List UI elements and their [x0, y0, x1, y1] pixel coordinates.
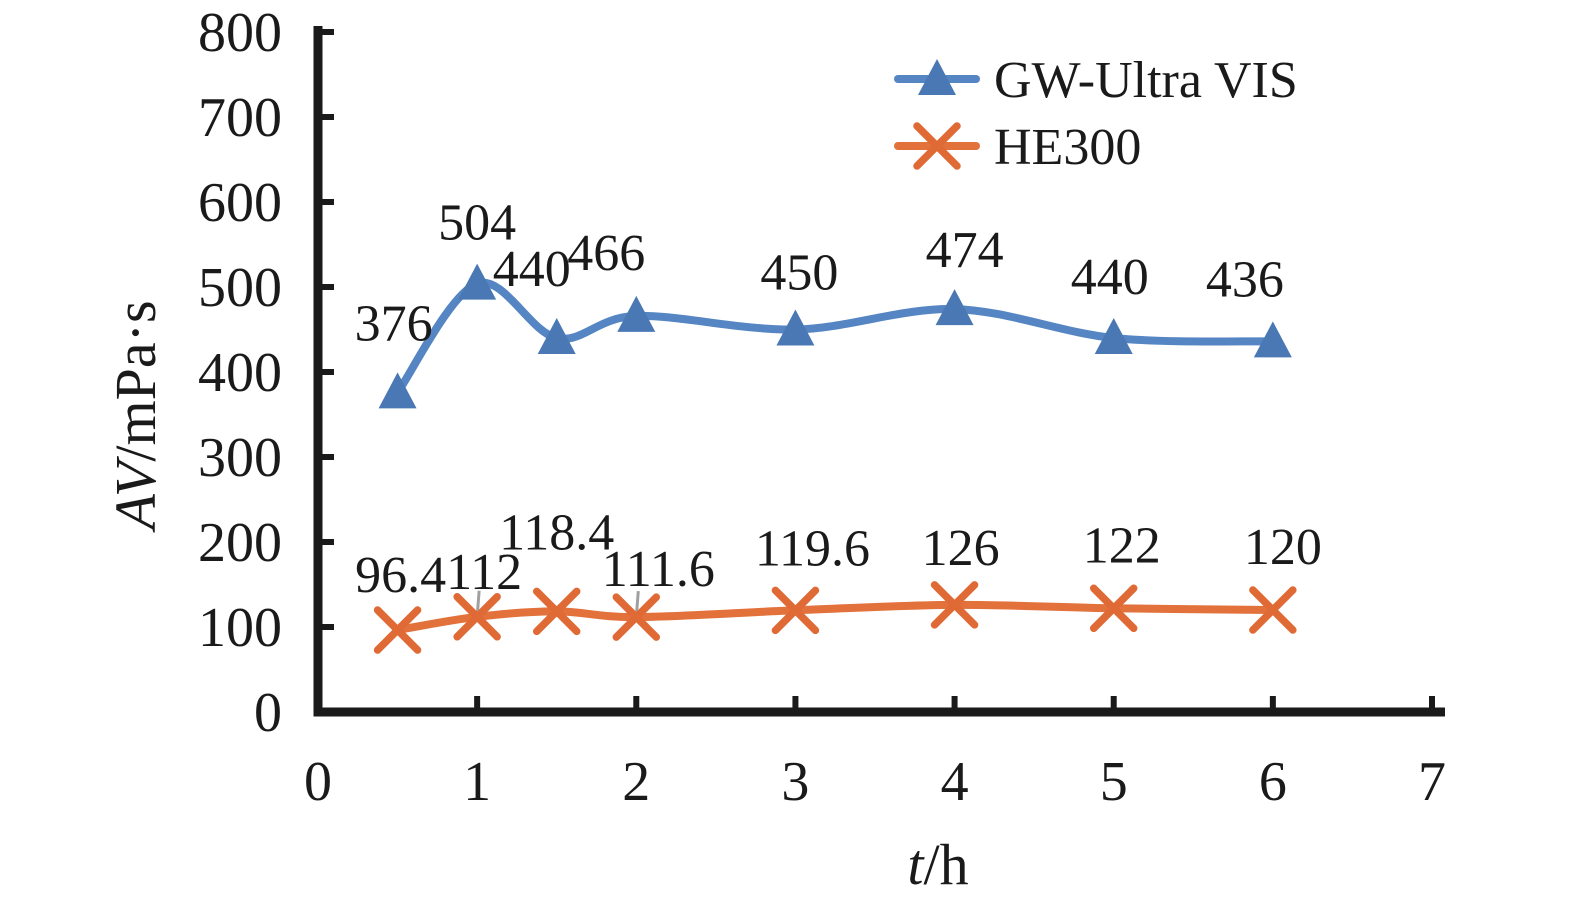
legend-item-he300: HE300	[894, 119, 1141, 176]
data-label: 122	[1083, 517, 1161, 574]
legend-label: GW-Ultra VIS	[994, 52, 1298, 109]
triangle-marker	[935, 289, 974, 326]
x-marker	[612, 593, 661, 641]
x-tick-label: 0	[304, 751, 332, 813]
legend: GW-Ultra VIS HE300	[894, 52, 1298, 176]
y-tick-label: 600	[198, 172, 282, 234]
legend-item-gw-ultra-vis: GW-Ultra VIS	[894, 52, 1298, 109]
triangle-marker	[1253, 321, 1292, 358]
y-tick-label: 200	[198, 512, 282, 574]
x-marker	[771, 586, 820, 635]
x-marker	[532, 587, 581, 636]
y-tick-label: 700	[198, 87, 282, 149]
y-tick-label: 500	[198, 257, 282, 319]
x-tick-label: 7	[1418, 751, 1446, 813]
x-tick-label: 4	[941, 751, 969, 813]
data-label: 440	[1071, 249, 1149, 306]
triangle-marker	[1094, 318, 1133, 354]
y-tick-label: 100	[198, 597, 282, 659]
x-marker	[1249, 586, 1297, 634]
data-label: 436	[1206, 251, 1284, 308]
data-label: 126	[922, 520, 1000, 577]
x-tick-label: 5	[1100, 751, 1128, 813]
data-label: 450	[760, 245, 838, 302]
x-tick-label: 6	[1259, 751, 1287, 813]
data-label: 120	[1244, 519, 1322, 576]
data-label: 376	[355, 295, 433, 352]
triangle-marker	[776, 309, 815, 346]
x-tick-label: 3	[781, 751, 809, 813]
legend-x-icon	[913, 122, 961, 170]
data-label: 119.6	[755, 520, 870, 577]
y-tick-label: 800	[198, 2, 282, 64]
x-marker	[1089, 584, 1138, 633]
data-label: 474	[926, 222, 1004, 279]
data-label: 466	[567, 225, 645, 282]
y-tick-label: 0	[254, 682, 282, 744]
x-marker	[453, 593, 501, 641]
x-tick-label: 2	[622, 751, 650, 813]
data-label: 440	[493, 241, 571, 298]
triangle-marker	[537, 318, 576, 354]
x-axis-title: t/h	[907, 832, 968, 897]
data-label: 112	[446, 544, 522, 601]
y-tick-label: 300	[198, 427, 282, 489]
legend-triangle-icon	[918, 59, 956, 95]
triangle-marker	[617, 295, 656, 332]
triangle-marker	[458, 263, 497, 300]
x-marker	[373, 606, 422, 654]
y-axis-title: AV/mPa·s	[103, 300, 168, 533]
data-label: 504	[438, 195, 516, 252]
x-tick-label: 1	[463, 751, 491, 813]
y-tick-label: 400	[198, 342, 282, 404]
legend-label: HE300	[994, 119, 1141, 176]
triangle-marker	[378, 372, 417, 409]
data-label: 96.4	[355, 547, 446, 604]
data-label: 111.6	[602, 541, 715, 598]
x-marker	[930, 581, 979, 629]
data-label: 118.4	[499, 504, 614, 561]
